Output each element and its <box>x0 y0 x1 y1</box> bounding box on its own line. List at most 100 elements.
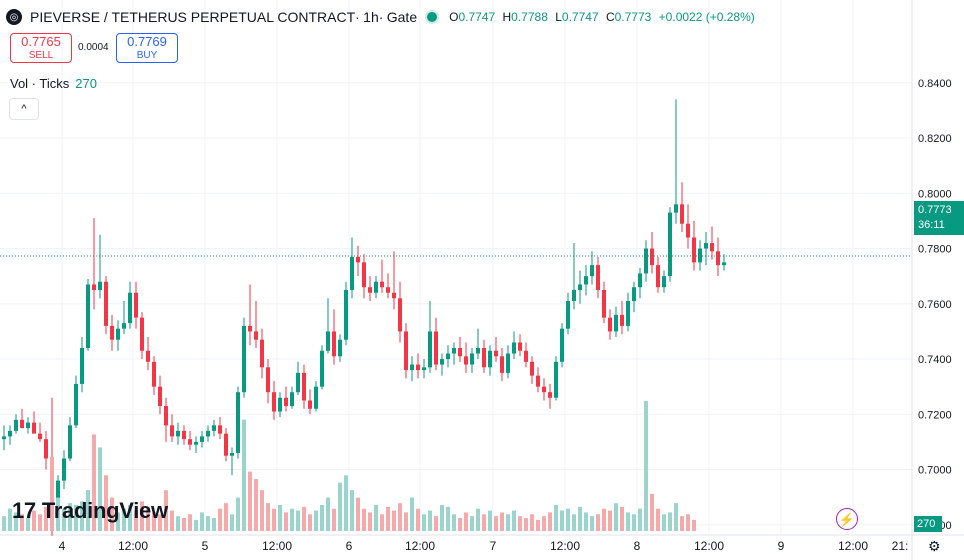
market-status-icon <box>427 12 438 22</box>
volume-bar <box>116 512 120 531</box>
candle-body <box>440 359 444 365</box>
volume-bar <box>602 508 606 531</box>
volume-bar <box>176 516 180 531</box>
sell-button[interactable]: 0.7765 SELL <box>10 33 72 63</box>
volume-bar <box>296 510 300 531</box>
volume-bar <box>2 516 6 531</box>
volume-bar <box>230 514 234 531</box>
candle-body <box>266 367 270 393</box>
candle-body <box>476 348 480 354</box>
open-value: 0.7747 <box>458 10 496 24</box>
volume-bar <box>44 506 48 531</box>
volume-bar <box>80 501 84 531</box>
candle-body <box>122 323 126 329</box>
candle-body <box>596 265 600 290</box>
volume-bar <box>38 514 42 531</box>
ohlc-values: O0.7747 H0.7788 L0.7747 C0.7773 +0.0022 … <box>449 10 755 24</box>
volume-bar <box>314 510 318 531</box>
flash-icon[interactable]: ⚡ <box>836 508 858 530</box>
volume-bar <box>662 514 666 531</box>
price-tick-label: 0.8000 <box>918 188 952 200</box>
buy-label: BUY <box>136 50 158 61</box>
volume-bar <box>362 508 366 531</box>
candle-body <box>230 452 234 456</box>
candle-body <box>572 289 576 302</box>
candle-body <box>410 364 414 371</box>
volume-bar <box>200 512 204 531</box>
volume-bar <box>590 516 594 531</box>
volume-bar <box>386 506 390 531</box>
candle-body <box>716 251 720 266</box>
candle-body <box>224 433 228 456</box>
volume-bar <box>218 508 222 531</box>
price-tick-label: 0.8200 <box>918 133 952 145</box>
candle-body <box>296 372 300 393</box>
candle-body <box>248 325 252 332</box>
volume-bar <box>248 471 252 531</box>
last-price-value: 0.7773 <box>918 204 952 216</box>
candle-body <box>44 439 48 459</box>
candle-body <box>206 430 210 437</box>
candle-body <box>662 276 666 288</box>
candle-body <box>14 419 18 431</box>
volume-bar <box>500 512 504 531</box>
candle-body <box>494 350 498 357</box>
candle-body <box>38 433 42 440</box>
volume-bar <box>278 505 282 531</box>
collapse-legend-button[interactable]: ^ <box>9 98 39 120</box>
candle-body <box>26 422 30 429</box>
candle-body <box>212 425 216 431</box>
volume-bar <box>644 401 648 531</box>
candle-body <box>152 361 156 387</box>
volume-bar <box>686 514 690 531</box>
volume-bar <box>488 510 492 531</box>
volume-bar <box>392 510 396 531</box>
volume-bar <box>266 503 270 531</box>
symbol-title[interactable]: PIEVERSE / TETHERUS PERPETUAL CONTRACT <box>30 9 356 25</box>
volume-bar <box>158 514 162 531</box>
candle-body <box>434 331 438 365</box>
price-tick-label: 0.8400 <box>918 78 952 90</box>
candle-body <box>524 350 528 362</box>
volume-bar <box>626 512 630 531</box>
volume-bar <box>338 482 342 531</box>
candle-body <box>500 356 504 373</box>
volume-bar <box>650 493 654 531</box>
candle-body <box>242 325 246 393</box>
candle-body <box>116 328 120 340</box>
candle-body <box>170 425 174 437</box>
volume-bar <box>56 497 60 531</box>
candle-body <box>308 400 312 409</box>
candle-body <box>608 317 612 332</box>
candle-body <box>62 458 66 481</box>
candle-body <box>542 386 546 393</box>
volume-bar <box>110 497 114 531</box>
candle-body <box>488 350 492 368</box>
candle-body <box>2 436 6 440</box>
candle-body <box>620 314 624 326</box>
time-tick-label: 21: <box>892 539 909 553</box>
candle-body <box>446 353 450 360</box>
time-tick-label: 12:00 <box>694 539 724 553</box>
candle-body <box>512 342 516 354</box>
symbol-header: ◎ PIEVERSE / TETHERUS PERPETUAL CONTRACT… <box>6 6 755 28</box>
settings-icon[interactable]: ⚙ <box>928 538 941 554</box>
volume-bar <box>542 516 546 531</box>
buy-button[interactable]: 0.7769 BUY <box>116 33 178 63</box>
candle-body <box>290 392 294 407</box>
candle-body <box>164 406 168 426</box>
interval-label[interactable]: 1h <box>363 9 379 25</box>
volume-bar <box>518 516 522 531</box>
volume-bar <box>458 518 462 531</box>
candle-body <box>632 287 636 302</box>
candle-body <box>536 375 540 387</box>
volume-bar <box>380 514 384 531</box>
candle-body <box>584 276 588 285</box>
volume-legend[interactable]: Vol · Ticks 270 <box>10 76 97 91</box>
candle-body <box>710 243 714 252</box>
volume-bar <box>344 475 348 531</box>
volume-bar <box>68 503 72 531</box>
candle-body <box>236 392 240 453</box>
volume-bar <box>470 516 474 531</box>
